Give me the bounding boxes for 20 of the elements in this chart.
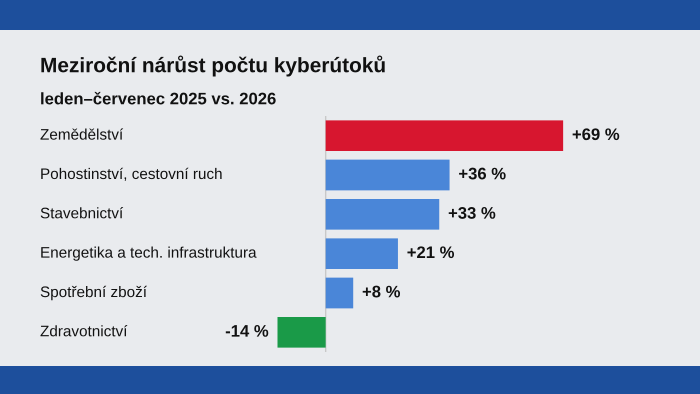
data-label: -14 % <box>226 325 268 337</box>
bar <box>326 238 398 270</box>
y-tick-label: Energetika a tech. infrastruktura <box>41 246 257 261</box>
data-label: +33 % <box>448 207 496 219</box>
data-label: +8 % <box>362 286 400 298</box>
chart-subtitle: leden–červenec 2025 vs. 2026 <box>41 92 276 104</box>
data-label: +69 % <box>572 128 620 140</box>
bar <box>326 278 354 308</box>
bar <box>326 160 450 190</box>
bar <box>326 198 440 230</box>
y-tick-label: Stavebnictví <box>40 207 124 218</box>
y-tick-label: Zemědělství <box>40 128 124 140</box>
bar <box>277 316 326 348</box>
data-label: +21 % <box>407 246 454 258</box>
y-tick-label: Spotřební zboží <box>40 286 147 300</box>
y-tick-label: Zdravotnictví <box>40 325 128 336</box>
bar <box>326 120 564 152</box>
chart-title: Meziroční nárůst počtu kyberútoků <box>41 55 385 77</box>
data-label: +36 % <box>459 168 506 180</box>
y-tick-label: Pohostinství, cestovní ruch <box>41 168 222 181</box>
